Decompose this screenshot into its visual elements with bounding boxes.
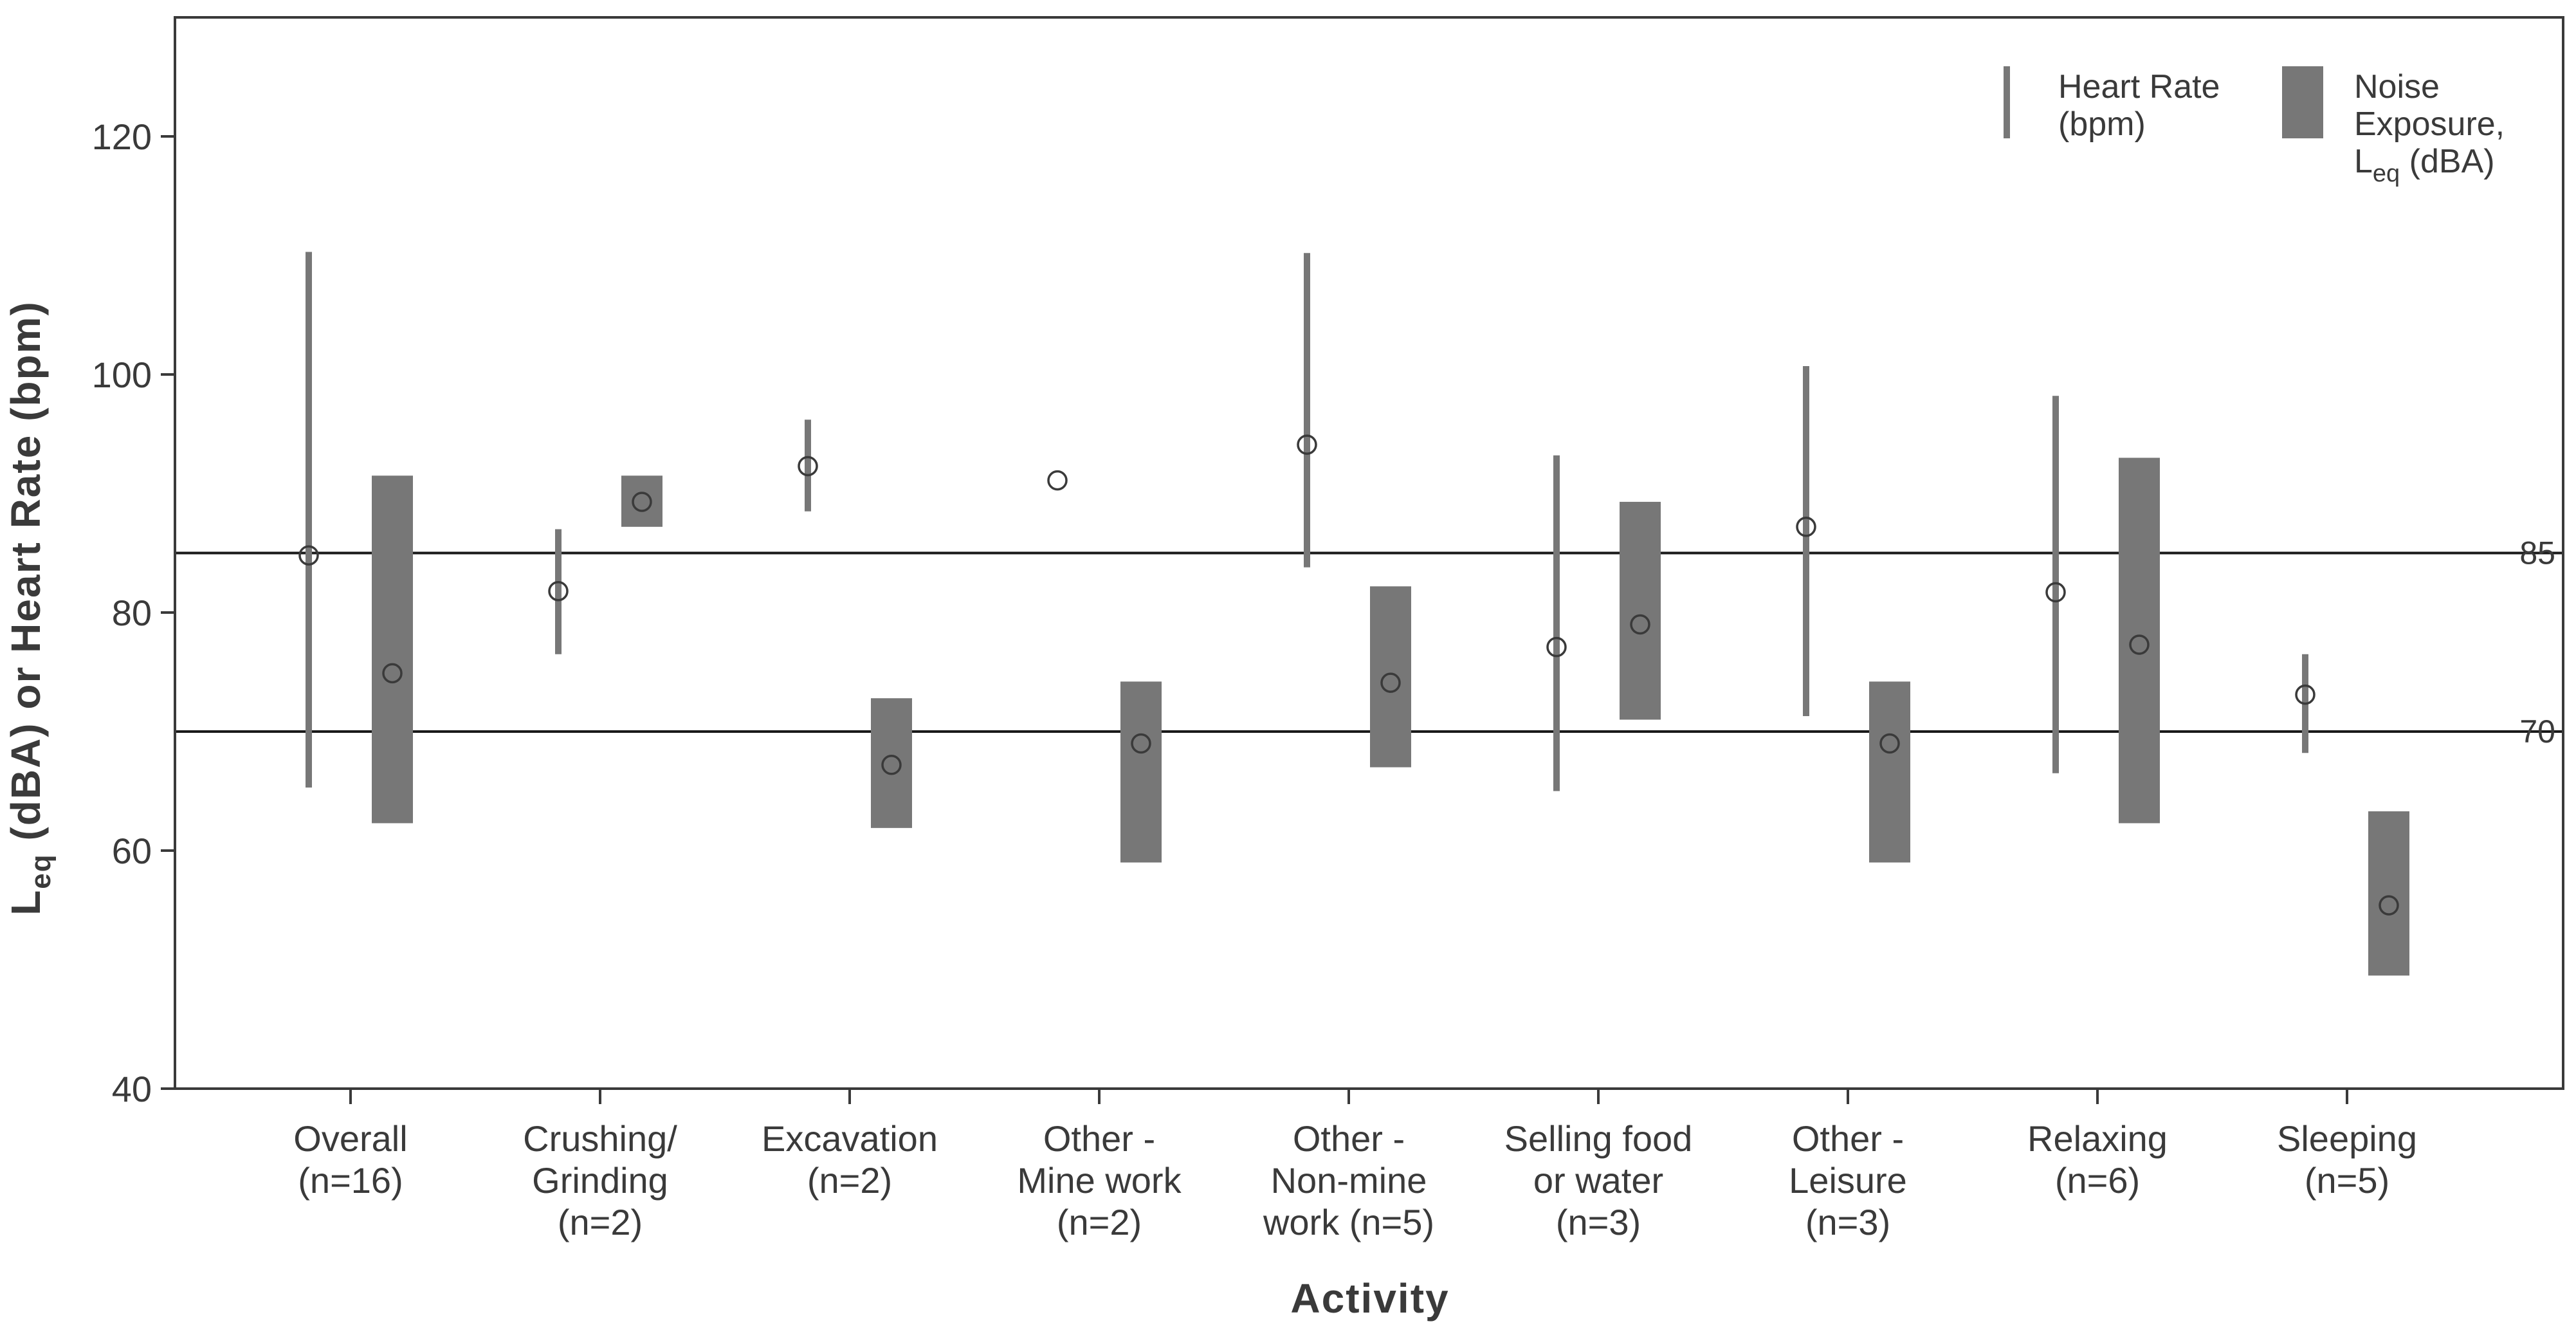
x-axis: Overall (n=16) Crushing/Grinding (n=2) Excav…	[293, 1089, 2417, 1242]
data-marks	[298, 252, 2409, 976]
noise-exposure-bar	[2368, 811, 2409, 976]
legend-noise-swatch	[2282, 66, 2323, 138]
x-tick-label: Sleeping (n=5)	[2277, 1118, 2417, 1201]
noise-exposure-bar	[1120, 681, 1162, 863]
y-tick-label: 40	[112, 1069, 152, 1109]
noise-exposure-mean-marker	[382, 663, 403, 684]
x-tick-label: Overall (n=16)	[293, 1118, 407, 1201]
noise-exposure-bar	[372, 475, 413, 824]
noise-exposure-mean-marker	[2379, 895, 2399, 916]
heart-rate-mean-marker	[1546, 636, 1567, 658]
noise-exposure-mean-marker	[1630, 614, 1650, 635]
y-tick-label: 100	[92, 355, 152, 395]
x-tick-label: Relaxing (n=6)	[2027, 1118, 2168, 1201]
noise-exposure-mean-marker	[2129, 634, 2150, 655]
heart-rate-mean-marker	[798, 456, 818, 477]
y-tick-label: 80	[112, 593, 152, 633]
x-axis-title: Activity	[1290, 1275, 1449, 1322]
noise-exposure-bar	[621, 475, 662, 527]
y-tick-label: 60	[112, 831, 152, 871]
y-axis: 40 60 80 100 120	[92, 116, 175, 1109]
x-tick-label: Crushing/Grinding (n=2)	[523, 1118, 677, 1242]
noise-exposure-bar	[871, 698, 912, 828]
noise-exposure-mean-marker	[1131, 733, 1151, 754]
noise-exposure-mean-marker	[632, 492, 652, 512]
heart-rate-mean-marker	[298, 545, 319, 566]
heart-rate-mean-marker	[1047, 470, 1068, 491]
reference-line-label: 70	[2519, 714, 2555, 750]
x-tick-label: Excavation (n=2)	[762, 1118, 938, 1201]
legend-noise-label: Noise Exposure, Leq (dBA)	[2354, 68, 2514, 187]
noise-exposure-mean-marker	[881, 755, 902, 775]
y-tick-label: 120	[92, 116, 152, 157]
noise-exposure-bar	[1370, 586, 1411, 768]
noise-exposure-mean-marker	[1380, 672, 1401, 693]
y-axis-title: Leq (dBA) or Heart Rate (bpm)	[3, 300, 57, 916]
x-tick-label: Selling food or water (n=3)	[1504, 1118, 1693, 1242]
noise-exposure-bar	[2119, 457, 2160, 824]
noise-exposure-bar	[1620, 501, 1661, 720]
heart-rate-mean-marker	[1297, 434, 1317, 455]
x-tick-label: Other -Leisure (n=3)	[1789, 1118, 1907, 1242]
reference-line-label: 85	[2519, 535, 2555, 571]
x-tick-label: Other -Non-mine work (n=5)	[1263, 1118, 1434, 1242]
heart-rate-mean-marker	[1796, 517, 1816, 537]
heart-rate-mean-marker	[2045, 582, 2066, 603]
noise-exposure-bar	[1869, 681, 1910, 863]
x-tick-label: Other -Mine work (n=2)	[1017, 1118, 1182, 1242]
legend-heart-rate-label: Heart Rate (bpm)	[2058, 68, 2229, 143]
reference-lines: 85 70	[175, 535, 2563, 750]
legend: Heart Rate (bpm) Noise Exposure, Leq (dB…	[2004, 66, 2514, 187]
noise-exposure-mean-marker	[1879, 733, 1900, 754]
heart-rate-mean-marker	[548, 580, 569, 602]
plot-frame	[174, 16, 2564, 1090]
heart-rate-mean-marker	[2295, 684, 2316, 705]
